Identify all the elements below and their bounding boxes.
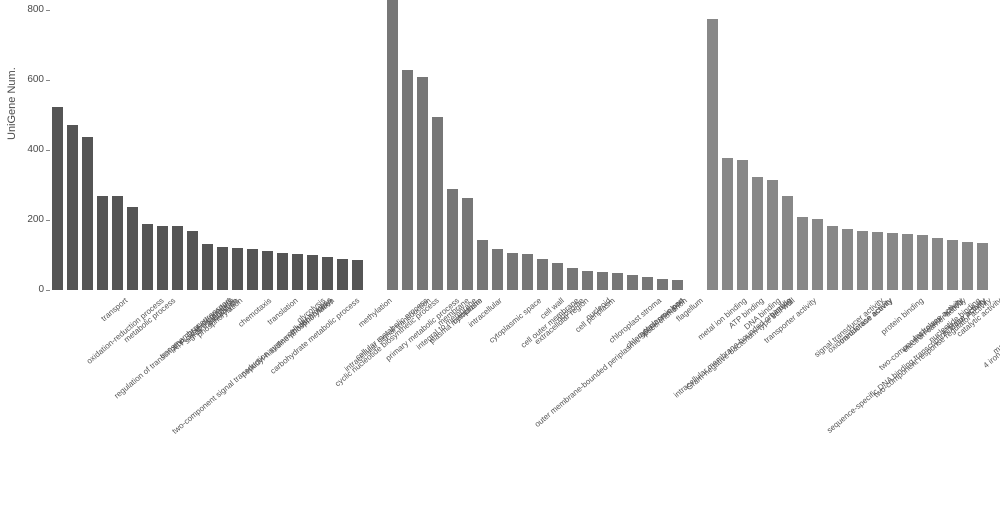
- bar: [507, 253, 518, 290]
- bar: [902, 234, 913, 290]
- x-label: methylation: [357, 296, 394, 329]
- go-bar-chart: UniGene Num. 0200400600800oxidation-redu…: [0, 0, 1000, 514]
- bar: [597, 272, 608, 290]
- bar: [417, 77, 428, 290]
- bar: [827, 226, 838, 290]
- bar: [932, 238, 943, 290]
- bar: [52, 107, 63, 290]
- bar: [432, 117, 443, 290]
- bar: [402, 70, 413, 291]
- bar: [782, 196, 793, 290]
- y-tick: 0: [16, 284, 44, 295]
- bar: [337, 259, 348, 291]
- bar: [812, 219, 823, 290]
- bar: [872, 232, 883, 290]
- bar: [752, 177, 763, 290]
- bar: [707, 19, 718, 290]
- bar: [232, 248, 243, 290]
- bar: [642, 277, 653, 290]
- bar: [977, 243, 988, 290]
- bar: [127, 207, 138, 290]
- bar: [537, 259, 548, 290]
- bar: [262, 251, 273, 290]
- bar: [917, 235, 928, 290]
- bar: [277, 253, 288, 290]
- y-tick: 600: [16, 74, 44, 85]
- x-label: oxidation-reduction process: [85, 296, 166, 366]
- bar: [142, 224, 153, 290]
- bar: [97, 196, 108, 290]
- bar: [492, 249, 503, 290]
- bar: [737, 160, 748, 290]
- y-tick: 400: [16, 144, 44, 155]
- plot-area: [50, 10, 990, 290]
- bar: [82, 137, 93, 290]
- bar: [962, 242, 973, 290]
- bar: [157, 226, 168, 290]
- bar: [172, 226, 183, 290]
- bar: [722, 158, 733, 290]
- bar: [202, 244, 213, 290]
- bar: [797, 217, 808, 290]
- bar: [522, 254, 533, 290]
- bar: [112, 196, 123, 290]
- bar: [352, 260, 363, 290]
- bar: [612, 273, 623, 290]
- bar: [322, 257, 333, 290]
- bar: [672, 280, 683, 290]
- bar: [477, 240, 488, 290]
- bar: [307, 255, 318, 290]
- x-label: transferase activity: [838, 296, 895, 346]
- bar: [462, 198, 473, 290]
- bar: [947, 240, 958, 290]
- y-tick: 200: [16, 214, 44, 225]
- x-label: transport: [99, 296, 129, 323]
- bar: [552, 263, 563, 290]
- bar: [187, 231, 198, 290]
- bar: [292, 254, 303, 290]
- bar: [387, 0, 398, 290]
- bar: [627, 275, 638, 290]
- bar: [67, 125, 78, 290]
- y-tick: 800: [16, 4, 44, 15]
- bar: [767, 180, 778, 290]
- bar: [217, 247, 228, 290]
- bar: [567, 268, 578, 290]
- bar: [857, 231, 868, 291]
- bar: [887, 233, 898, 290]
- bar: [247, 249, 258, 290]
- bar: [582, 271, 593, 290]
- bar: [842, 229, 853, 290]
- bar: [447, 189, 458, 291]
- bar: [657, 279, 668, 290]
